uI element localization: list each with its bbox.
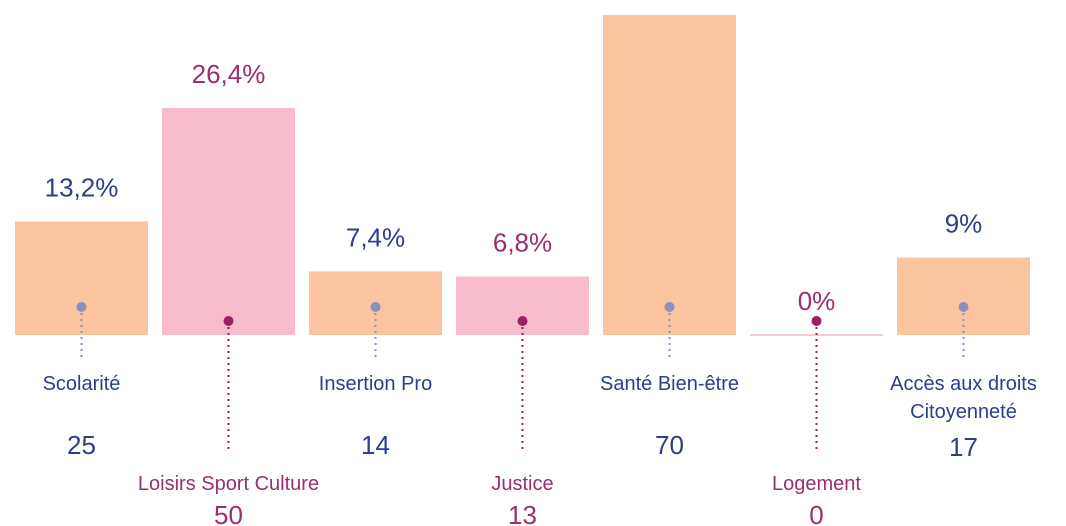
bar <box>603 15 736 336</box>
dot <box>223 316 234 326</box>
bar <box>15 221 148 335</box>
value-label: 6,8% <box>493 228 552 258</box>
value-label: 0% <box>798 286 836 316</box>
value-label: 7,4% <box>346 222 405 252</box>
dot <box>811 316 822 326</box>
bar <box>897 257 1030 335</box>
bar <box>456 276 589 335</box>
category-line: Accès aux droits <box>890 373 1037 395</box>
category-label: Insertion Pro <box>319 373 432 395</box>
category-label: Santé Bien-être <box>600 373 739 395</box>
count-label: 13 <box>508 500 537 526</box>
bar <box>162 107 295 336</box>
count-label: 14 <box>361 430 390 460</box>
value-label: 26,4% <box>192 59 266 89</box>
category-line: Citoyenneté <box>910 401 1017 423</box>
count-label: 70 <box>655 430 684 460</box>
category-label: Scolarité <box>43 373 121 395</box>
dot <box>664 302 675 312</box>
count-label: 50 <box>214 500 243 526</box>
count-label: 0 <box>809 500 823 526</box>
count-label: 25 <box>67 430 96 460</box>
category-label: Accès aux droits Citoyenneté <box>890 373 1037 423</box>
category-label: Logement <box>772 473 861 495</box>
dot <box>76 302 87 312</box>
category-label: Loisirs Sport Culture <box>138 473 319 495</box>
count-label: 17 <box>949 432 978 462</box>
value-label: 9% <box>945 209 983 239</box>
dot <box>517 316 528 326</box>
category-label: Justice <box>491 473 553 495</box>
dot <box>370 302 381 312</box>
value-label: 13,2% <box>45 172 119 202</box>
dot <box>958 302 969 312</box>
